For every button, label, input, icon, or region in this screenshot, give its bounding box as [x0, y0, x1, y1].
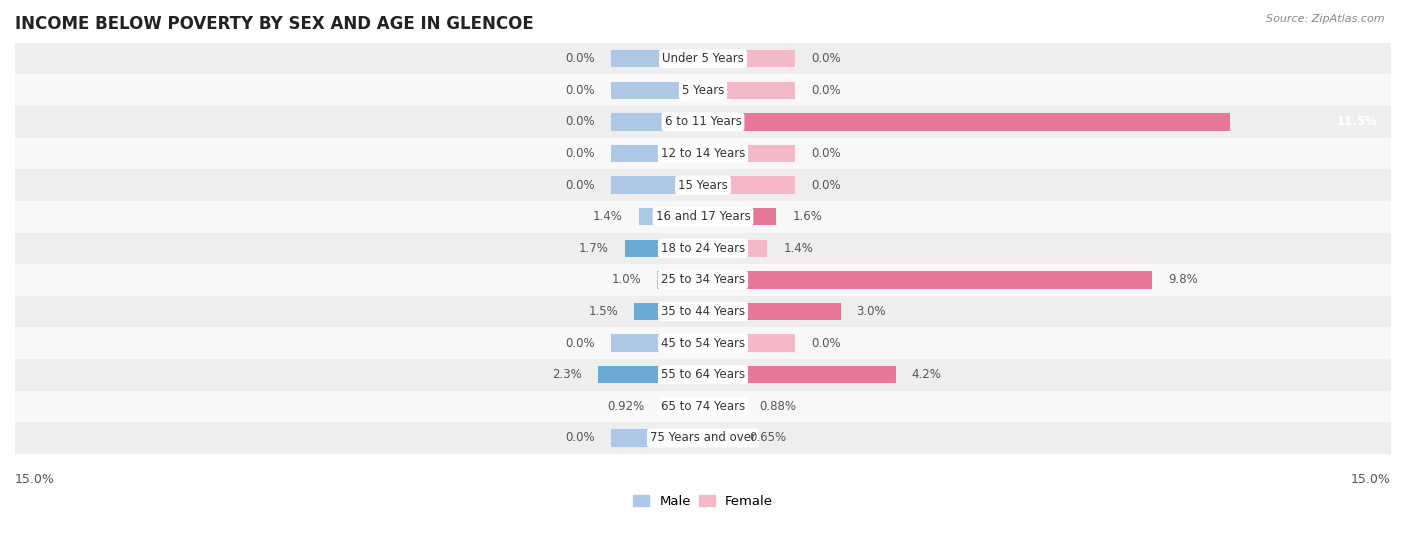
Text: 0.0%: 0.0% — [565, 432, 595, 444]
Bar — [15, 391, 1391, 422]
Text: 0.0%: 0.0% — [811, 337, 841, 349]
Bar — [15, 359, 1391, 391]
Bar — [638, 208, 703, 225]
Text: 15.0%: 15.0% — [15, 473, 55, 486]
Bar — [15, 106, 1391, 138]
Bar — [15, 201, 1391, 233]
Bar — [612, 145, 703, 162]
Bar — [612, 429, 703, 447]
Bar — [703, 303, 841, 320]
Text: 6 to 11 Years: 6 to 11 Years — [665, 115, 741, 129]
Legend: Male, Female: Male, Female — [627, 489, 779, 513]
Text: 0.92%: 0.92% — [607, 400, 645, 413]
Bar — [703, 240, 768, 257]
Bar — [703, 397, 744, 415]
Text: 0.0%: 0.0% — [565, 52, 595, 65]
Bar — [612, 50, 703, 68]
Text: 0.0%: 0.0% — [565, 337, 595, 349]
Bar — [15, 328, 1391, 359]
Bar — [15, 43, 1391, 74]
Text: 4.2%: 4.2% — [911, 368, 942, 381]
Text: Source: ZipAtlas.com: Source: ZipAtlas.com — [1267, 14, 1385, 24]
Text: 0.0%: 0.0% — [565, 147, 595, 160]
Text: 16 and 17 Years: 16 and 17 Years — [655, 210, 751, 223]
Text: 5 Years: 5 Years — [682, 84, 724, 97]
Text: 55 to 64 Years: 55 to 64 Years — [661, 368, 745, 381]
Text: 0.0%: 0.0% — [811, 147, 841, 160]
Bar — [634, 303, 703, 320]
Text: 0.65%: 0.65% — [749, 432, 786, 444]
Text: 11.5%: 11.5% — [1336, 115, 1378, 129]
Text: 15.0%: 15.0% — [1351, 473, 1391, 486]
Text: 0.0%: 0.0% — [811, 84, 841, 97]
Text: 3.0%: 3.0% — [856, 305, 886, 318]
Text: 1.4%: 1.4% — [593, 210, 623, 223]
Text: 75 Years and over: 75 Years and over — [650, 432, 756, 444]
Text: 1.5%: 1.5% — [588, 305, 619, 318]
Bar — [626, 240, 703, 257]
Bar — [703, 334, 794, 352]
Bar — [703, 113, 1230, 131]
Bar — [657, 271, 703, 288]
Text: 35 to 44 Years: 35 to 44 Years — [661, 305, 745, 318]
Bar — [661, 397, 703, 415]
Bar — [612, 334, 703, 352]
Bar — [703, 50, 794, 68]
Bar — [703, 366, 896, 383]
Bar — [15, 74, 1391, 106]
Text: 0.0%: 0.0% — [565, 115, 595, 129]
Bar — [15, 169, 1391, 201]
Text: 18 to 24 Years: 18 to 24 Years — [661, 242, 745, 255]
Bar — [15, 422, 1391, 454]
Text: Under 5 Years: Under 5 Years — [662, 52, 744, 65]
Text: 1.6%: 1.6% — [793, 210, 823, 223]
Text: 0.0%: 0.0% — [811, 52, 841, 65]
Text: 25 to 34 Years: 25 to 34 Years — [661, 273, 745, 286]
Bar — [612, 113, 703, 131]
Text: 45 to 54 Years: 45 to 54 Years — [661, 337, 745, 349]
Bar — [15, 296, 1391, 328]
Text: 1.4%: 1.4% — [783, 242, 813, 255]
Text: 1.0%: 1.0% — [612, 273, 641, 286]
Text: 0.0%: 0.0% — [811, 179, 841, 192]
Bar — [598, 366, 703, 383]
Bar — [612, 82, 703, 99]
Bar — [703, 82, 794, 99]
Text: 0.0%: 0.0% — [565, 179, 595, 192]
Bar — [703, 145, 794, 162]
Text: 65 to 74 Years: 65 to 74 Years — [661, 400, 745, 413]
Text: 0.88%: 0.88% — [759, 400, 796, 413]
Text: 9.8%: 9.8% — [1168, 273, 1198, 286]
Text: 12 to 14 Years: 12 to 14 Years — [661, 147, 745, 160]
Bar — [15, 264, 1391, 296]
Text: 2.3%: 2.3% — [551, 368, 582, 381]
Bar — [703, 429, 733, 447]
Text: INCOME BELOW POVERTY BY SEX AND AGE IN GLENCOE: INCOME BELOW POVERTY BY SEX AND AGE IN G… — [15, 15, 534, 33]
Text: 1.7%: 1.7% — [579, 242, 609, 255]
Bar — [612, 177, 703, 194]
Bar — [15, 233, 1391, 264]
Text: 15 Years: 15 Years — [678, 179, 728, 192]
Bar — [703, 208, 776, 225]
Bar — [15, 138, 1391, 169]
Bar — [703, 271, 1153, 288]
Text: 0.0%: 0.0% — [565, 84, 595, 97]
Bar — [703, 177, 794, 194]
